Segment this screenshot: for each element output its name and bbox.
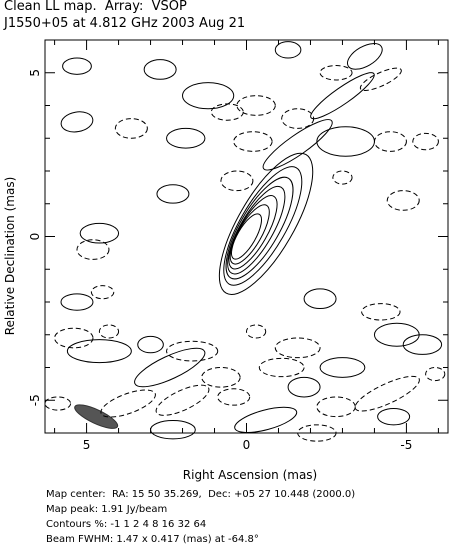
- negative-contour: [218, 389, 250, 405]
- negative-contour: [333, 171, 352, 184]
- negative-contour: [282, 109, 314, 129]
- negative-contour: [152, 379, 212, 421]
- positive-contour: [130, 341, 209, 394]
- noise-contour-layer: [45, 38, 445, 441]
- x-axis-label: Right Ascension (mas): [183, 468, 317, 482]
- tick-layer: [45, 40, 448, 433]
- positive-contour: [275, 42, 301, 58]
- contour-level-4: [214, 168, 306, 287]
- positive-contour: [306, 67, 378, 124]
- negative-contour: [55, 328, 93, 348]
- negative-contour: [259, 358, 304, 376]
- positive-contour: [343, 38, 386, 74]
- positive-contour: [232, 402, 299, 438]
- x-tick-label: 0: [243, 438, 251, 452]
- x-tick-label: 5: [83, 438, 91, 452]
- positive-contour: [317, 127, 375, 156]
- positive-contour: [183, 83, 234, 109]
- positive-contour: [304, 289, 336, 309]
- x-tick-label: -5: [400, 438, 412, 452]
- negative-contour: [374, 132, 406, 152]
- positive-contour: [63, 58, 92, 74]
- positive-contour: [138, 336, 164, 352]
- negative-contour: [387, 191, 419, 211]
- negative-contour: [115, 119, 147, 139]
- negative-contour: [202, 368, 240, 388]
- map-peak-text: Map peak: 1.91 Jy/beam: [46, 504, 167, 516]
- plot-frame: [45, 40, 448, 433]
- positive-contour: [374, 323, 419, 346]
- negative-contour: [247, 325, 266, 338]
- tick-label-layer: 5 0 -5 5 0 -5: [28, 69, 412, 452]
- y-tick-label: 0: [28, 233, 42, 241]
- negative-contour: [211, 104, 243, 120]
- positive-contour: [258, 113, 337, 177]
- negative-contour: [99, 325, 118, 338]
- beam-fwhm-text: Beam FWHM: 1.47 x 0.417 (mas) at -64.8°: [46, 534, 259, 546]
- positive-contour: [288, 377, 320, 397]
- y-axis-label: Relative Declination (mas): [3, 177, 17, 336]
- negative-contour: [413, 133, 439, 149]
- positive-contour: [61, 294, 93, 310]
- negative-contour: [234, 132, 272, 152]
- negative-contour: [426, 368, 445, 381]
- negative-contour: [351, 370, 423, 418]
- positive-contour: [320, 358, 365, 378]
- positive-contour: [378, 408, 410, 424]
- negative-contour: [221, 171, 253, 191]
- negative-contour: [275, 338, 320, 358]
- contour-level-1: [202, 141, 330, 307]
- negative-contour: [237, 96, 275, 116]
- negative-contour: [317, 397, 355, 417]
- negative-contour: [98, 384, 159, 422]
- negative-contour: [167, 341, 218, 361]
- positive-contour: [67, 340, 131, 363]
- negative-contour: [358, 64, 404, 95]
- positive-contour: [167, 128, 205, 148]
- negative-contour: [45, 397, 71, 410]
- y-tick-label: 5: [28, 69, 42, 77]
- positive-contour: [151, 421, 196, 439]
- positive-contour: [60, 109, 95, 134]
- negative-contour: [320, 66, 352, 80]
- positive-contour: [144, 60, 176, 80]
- y-tick-label: -5: [28, 394, 42, 406]
- contour-levels-text: Contours %: -1 1 2 4 8 16 32 64: [46, 519, 206, 531]
- map-center-text: Map center: RA: 15 50 35.269, Dec: +05 2…: [46, 489, 355, 501]
- negative-contour: [362, 304, 400, 320]
- contour-layer: [72, 141, 330, 433]
- negative-contour: [91, 286, 113, 299]
- positive-contour: [157, 185, 189, 203]
